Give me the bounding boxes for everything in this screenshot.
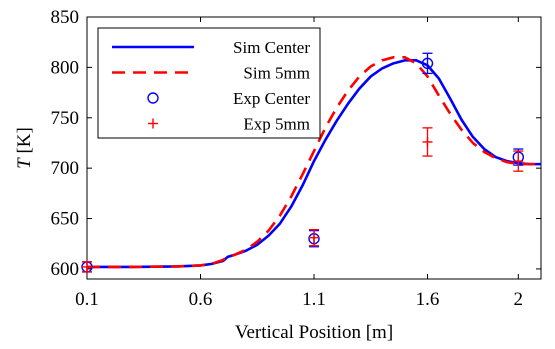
- y-tick-label: 850: [51, 7, 80, 28]
- legend: Sim Center Sim 5mm Exp Center Exp 5mm: [97, 27, 321, 139]
- data-point-2: [421, 52, 434, 75]
- x-tick-label: 2: [514, 289, 524, 310]
- legend-label: Exp 5mm: [243, 115, 310, 134]
- y-axis: 600 650 700 750 800 850: [51, 7, 541, 280]
- y-tick-label: 600: [51, 259, 80, 280]
- plot-area: 0.1 0.6 1.1 1.6 2 600 650 700 750 800 850: [51, 7, 542, 310]
- y-tick-label: 800: [51, 57, 80, 78]
- data-point-3: [513, 150, 524, 172]
- x-tick-label: 0.6: [189, 289, 213, 310]
- y-tick-label: 650: [51, 209, 80, 230]
- legend-item-0: Sim Center: [112, 38, 310, 57]
- legend-item-2: Exp Center: [147, 89, 310, 108]
- y-tick-label: 700: [51, 158, 80, 179]
- data-point-3: [309, 228, 319, 247]
- data-point-3: [422, 127, 433, 157]
- legend-label: Sim 5mm: [243, 64, 310, 83]
- x-tick-label: 0.1: [75, 289, 99, 310]
- legend-label: Sim Center: [233, 38, 310, 57]
- legend-item-1: Sim 5mm: [112, 64, 310, 83]
- legend-label: Exp Center: [233, 89, 310, 108]
- y-axis-label: T [K]: [14, 127, 35, 169]
- series-layer: [81, 52, 541, 273]
- legend-box: [97, 27, 321, 139]
- y-tick-label: 750: [51, 108, 80, 129]
- y-axis-label-unit: [K]: [14, 127, 35, 158]
- x-axis: 0.1 0.6 1.1 1.6 2: [75, 17, 523, 310]
- y-axis-label-symbol: T: [14, 157, 35, 169]
- marker-circle: [421, 57, 434, 70]
- x-tick-label: 1.6: [416, 289, 440, 310]
- legend-swatch-circle: [147, 92, 159, 104]
- x-axis-label: Vertical Position [m]: [235, 322, 393, 343]
- series-line-0: [87, 59, 541, 269]
- data-point-3: [82, 261, 92, 273]
- legend-item-3: Exp 5mm: [148, 115, 310, 134]
- x-tick-label: 1.1: [302, 289, 326, 310]
